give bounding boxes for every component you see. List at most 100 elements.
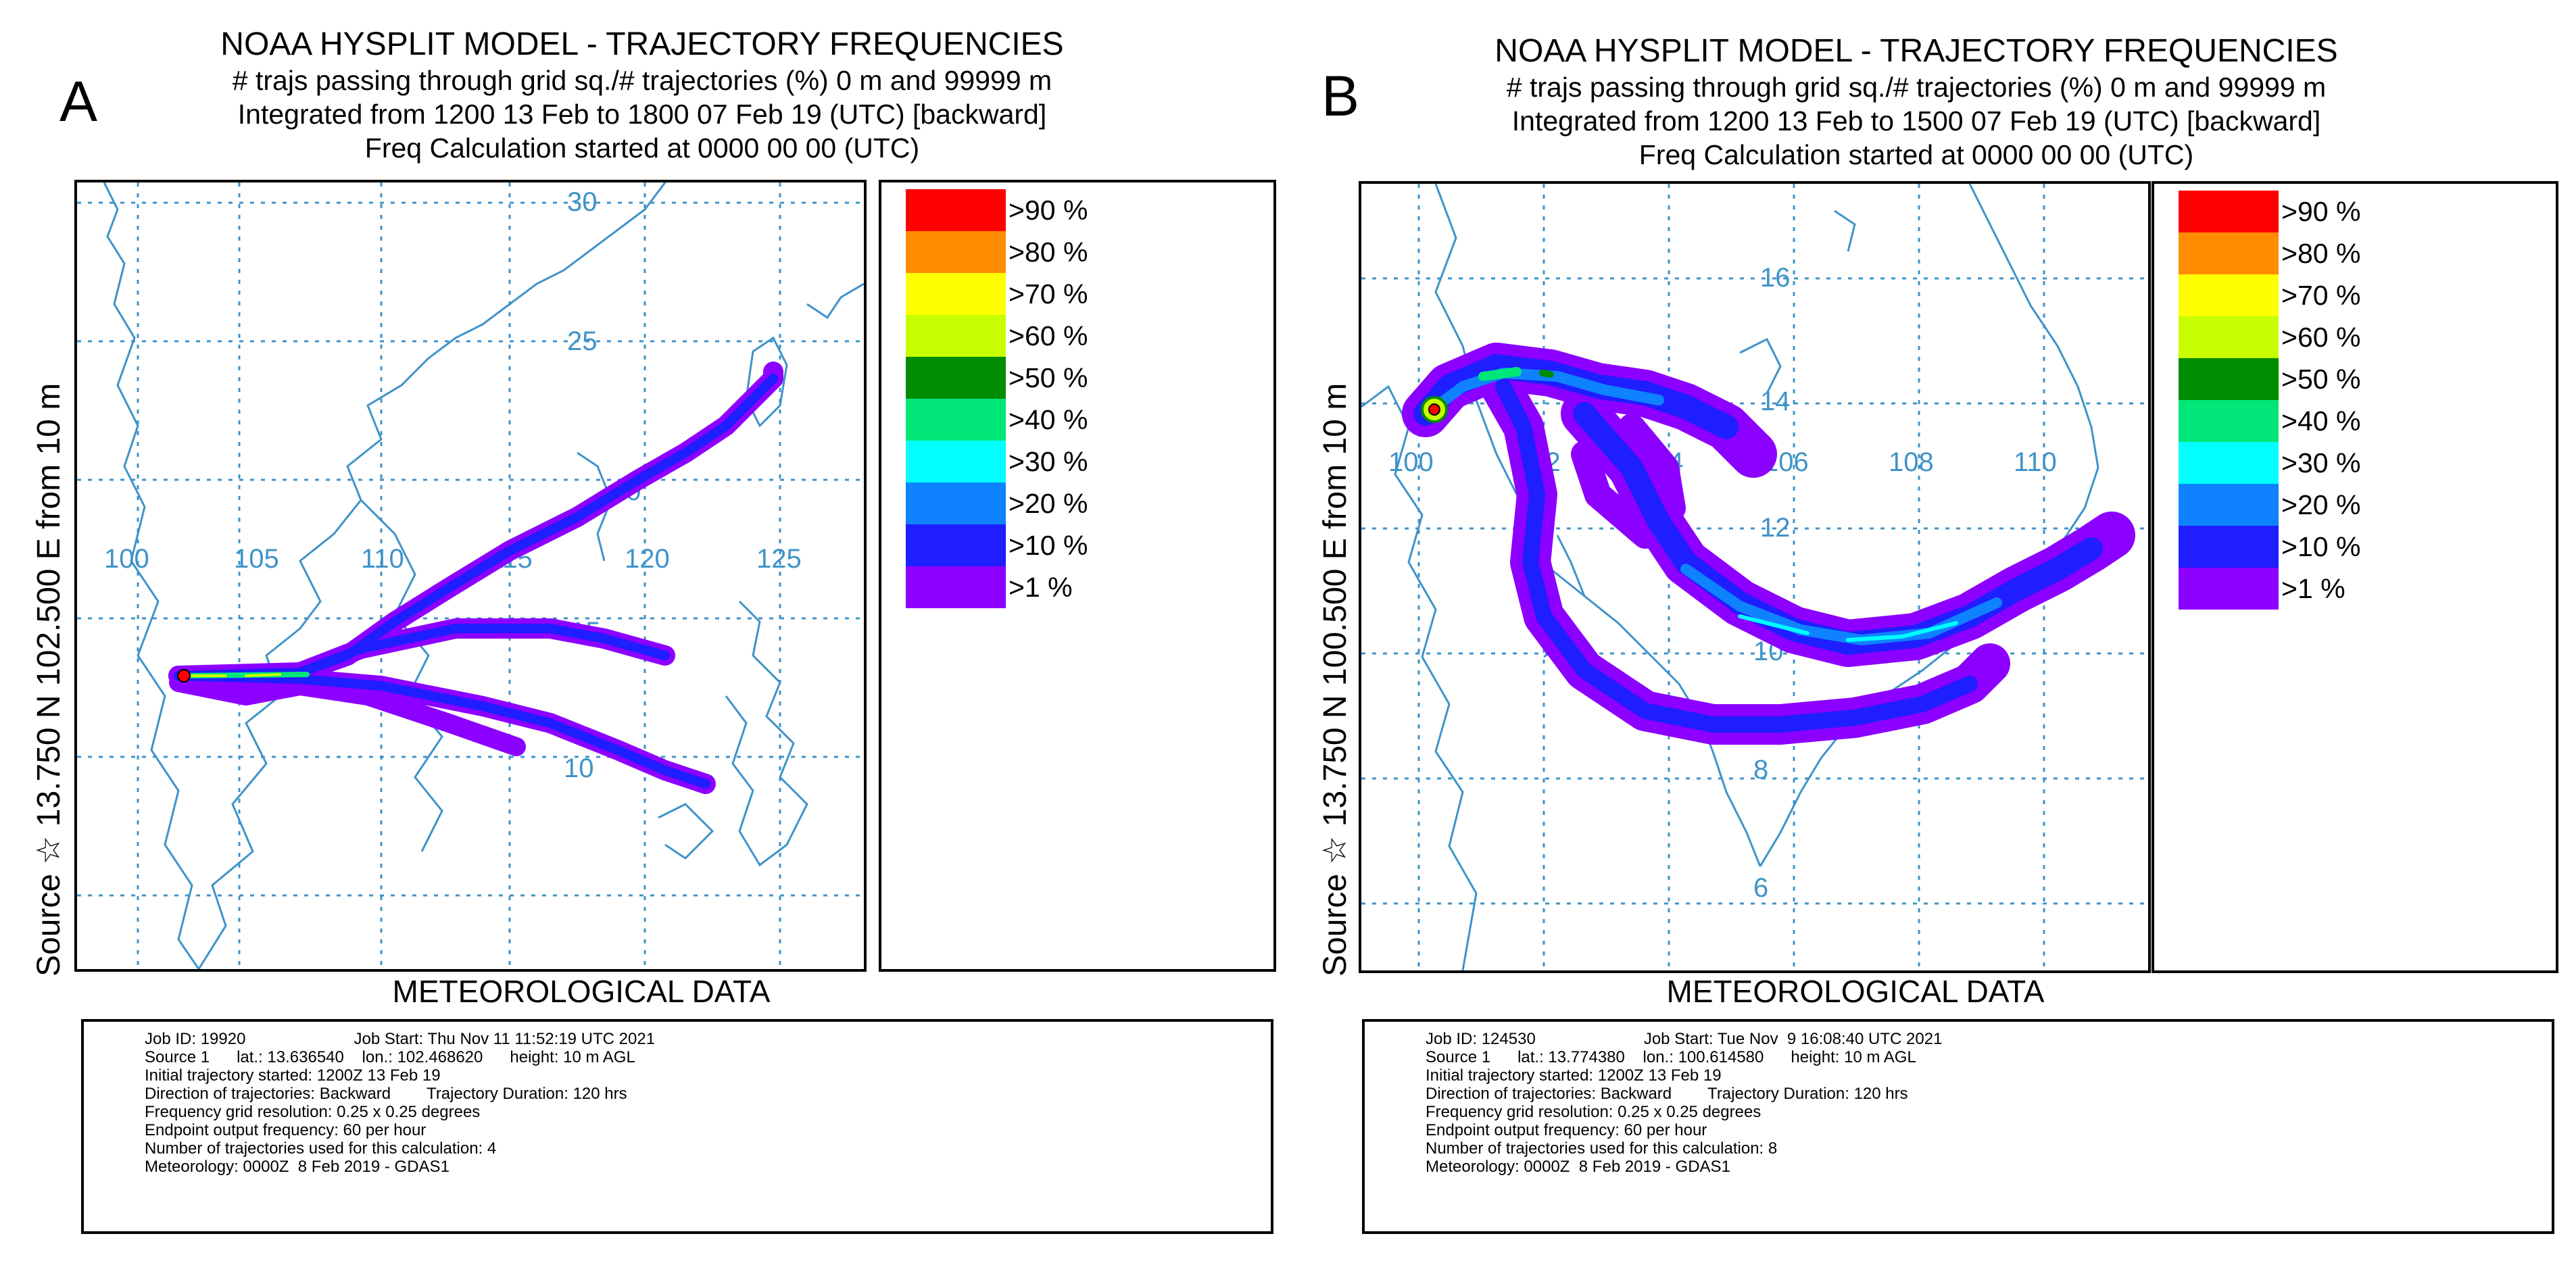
- job-info-line: Meteorology: 0000Z 8 Feb 2019 - GDAS1: [145, 1158, 449, 1176]
- job-info-line: Endpoint output frequency: 60 per hour: [145, 1121, 427, 1139]
- legend-label: >80 %: [1008, 237, 1088, 268]
- freq-calc-start: Freq Calculation started at 0000 00 00 (…: [1638, 139, 2194, 170]
- lat-label-10: 10: [564, 753, 594, 783]
- trajectory-frequency-plume: [1402, 343, 2135, 745]
- legend-swatch: [2179, 568, 2279, 610]
- legend-label: >60 %: [2281, 322, 2361, 353]
- lat-label-30: 30: [567, 187, 598, 217]
- legend-label: >20 %: [1008, 488, 1088, 519]
- legend-label: >50 %: [1008, 362, 1088, 393]
- trajectory-map: 100 105 110 115 120 125 30 25 20 15 10: [77, 182, 864, 969]
- legend-label: >40 %: [2281, 405, 2361, 437]
- chart-subtitle: # trajs passing through grid sq./# traje…: [232, 65, 1052, 96]
- title-block: NOAA HYSPLIT MODEL - TRAJECTORY FREQUENC…: [1409, 32, 2423, 172]
- job-info-line: Number of trajectories used for this cal…: [145, 1139, 497, 1158]
- lat-label-8: 8: [1753, 755, 1768, 785]
- legend-swatch: [2179, 484, 2279, 526]
- job-info-line: Direction of trajectories: Backward Traj…: [145, 1085, 627, 1103]
- legend-swatch: [906, 399, 1006, 441]
- job-info-line: Source 1 lat.: 13.774380 lon.: 100.61458…: [1426, 1048, 1916, 1066]
- lon-label-100: 100: [104, 544, 149, 574]
- legend-label: >1 %: [2281, 573, 2346, 604]
- source-hotspot-inner: [1428, 403, 1440, 416]
- trajectory-core-50: [1539, 370, 1554, 378]
- job-info-line: Number of trajectories used for this cal…: [1426, 1139, 1778, 1158]
- legend-label: >30 %: [2281, 447, 2361, 478]
- source-location-label: Source ☆ 13.750 N 102.500 E from 10 m: [31, 382, 67, 976]
- title-block: NOAA HYSPLIT MODEL - TRAJECTORY FREQUENC…: [135, 26, 1149, 165]
- legend-swatch: [906, 441, 1006, 483]
- panel-b: B NOAA HYSPLIT MODEL - TRAJECTORY FREQUE…: [1288, 0, 2575, 1261]
- job-info-line: Endpoint output frequency: 60 per hour: [1426, 1121, 1707, 1139]
- trajectory-frequency-plume: [168, 362, 783, 794]
- trajectory-core-10-east: [295, 624, 670, 677]
- job-info-line: Initial trajectory started: 1200Z 13 Feb…: [1426, 1066, 1722, 1085]
- legend: >90 % >80 % >70 % >60 % >50 % >40 % >30 …: [879, 180, 1276, 972]
- lat-label-12: 12: [1760, 513, 1791, 543]
- legend-swatch: [2179, 526, 2279, 568]
- lon-label-110: 110: [361, 544, 404, 574]
- trajectory-core-10-loop: [1495, 378, 1978, 733]
- panel-a: A NOAA HYSPLIT MODEL - TRAJECTORY FREQUE…: [31, 26, 1276, 1234]
- legend-label: >40 %: [1008, 404, 1088, 435]
- legend-swatch: [906, 315, 1006, 357]
- lat-label-6: 6: [1753, 873, 1768, 903]
- lat-label-25: 25: [567, 326, 598, 356]
- job-info-line: Direction of trajectories: Backward Traj…: [1426, 1085, 1908, 1103]
- lon-label-105: 105: [234, 544, 279, 574]
- grid-labels: 100 105 110 115 120 125 30 25 20 15 10: [104, 187, 802, 783]
- job-info-line: Source 1 lat.: 13.636540 lon.: 102.46862…: [145, 1048, 635, 1066]
- legend-swatch: [2179, 358, 2279, 400]
- chart-title: NOAA HYSPLIT MODEL - TRAJECTORY FREQUENC…: [1494, 33, 2338, 69]
- job-info-line: Job ID: 124530 Job Start: Tue Nov 9 16:0…: [1426, 1030, 1943, 1048]
- legend-label: >80 %: [2281, 238, 2361, 269]
- integration-period: Integrated from 1200 13 Feb to 1800 07 F…: [237, 99, 1047, 130]
- trajectory-core-30: [1738, 614, 1958, 642]
- legend-swatch: [906, 231, 1006, 273]
- source-location-label: Source ☆ 13.750 N 100.500 E from 10 m: [1317, 382, 1353, 976]
- lon-label-100: 100: [1388, 447, 1434, 477]
- meteorological-data-label: METEOROLOGICAL DATA: [1666, 974, 2045, 1009]
- legend-label: >90 %: [1008, 195, 1088, 226]
- meteorological-data-label: METEOROLOGICAL DATA: [392, 974, 771, 1009]
- job-info-line: Initial trajectory started: 1200Z 13 Feb…: [145, 1066, 441, 1085]
- freq-calc-start: Freq Calculation started at 0000 00 00 (…: [364, 132, 920, 164]
- legend-label: >90 %: [2281, 196, 2361, 227]
- legend-swatch: [906, 357, 1006, 399]
- panel-letter: B: [1321, 64, 1360, 128]
- legend-label: >30 %: [1008, 446, 1088, 477]
- legend-swatch: [906, 566, 1006, 608]
- legend-swatch: [2179, 274, 2279, 316]
- chart-title: NOAA HYSPLIT MODEL - TRAJECTORY FREQUENC…: [220, 26, 1064, 62]
- map-frame: 100 105 110 115 120 125 30 25 20 15 10: [74, 180, 867, 972]
- legend-swatch: [906, 483, 1006, 524]
- legend-label: >20 %: [2281, 489, 2361, 520]
- job-info-box: Job ID: 19920 Job Start: Thu Nov 11 11:5…: [81, 1019, 1273, 1234]
- map-frame: 100 102 104 106 108 110 16 14 12 10 8 6: [1359, 181, 2151, 973]
- legend-swatch: [2179, 232, 2279, 274]
- legend-swatch: [2179, 191, 2279, 232]
- lon-label-108: 108: [1889, 447, 1934, 477]
- legend-label: >1 %: [1008, 572, 1073, 603]
- integration-period: Integrated from 1200 13 Feb to 1500 07 F…: [1511, 105, 2321, 137]
- job-info-line: Job ID: 19920 Job Start: Thu Nov 11 11:5…: [145, 1030, 656, 1048]
- job-info-line: Meteorology: 0000Z 8 Feb 2019 - GDAS1: [1426, 1158, 1730, 1176]
- legend-label: >10 %: [1008, 530, 1088, 561]
- lat-label-16: 16: [1760, 263, 1791, 293]
- source-marker: [177, 669, 191, 683]
- job-info-line: Frequency grid resolution: 0.25 x 0.25 d…: [145, 1103, 481, 1121]
- legend-label: >50 %: [2281, 364, 2361, 395]
- legend-swatch: [906, 273, 1006, 315]
- trajectory-core-10-south: [174, 671, 710, 789]
- panel-letter: A: [59, 70, 98, 133]
- lon-label-125: 125: [756, 544, 802, 574]
- chart-subtitle: # trajs passing through grid sq./# traje…: [1506, 72, 2327, 103]
- legend-swatch: [906, 524, 1006, 566]
- legend-swatch: [2179, 400, 2279, 442]
- legend-swatch: [2179, 316, 2279, 358]
- trajectory-path-south-branch: [169, 673, 526, 756]
- legend-label: >70 %: [1008, 278, 1088, 310]
- lon-label-110: 110: [2014, 447, 2057, 477]
- legend-swatch: [2179, 442, 2279, 484]
- job-info-box: Job ID: 124530 Job Start: Tue Nov 9 16:0…: [1362, 1019, 2554, 1234]
